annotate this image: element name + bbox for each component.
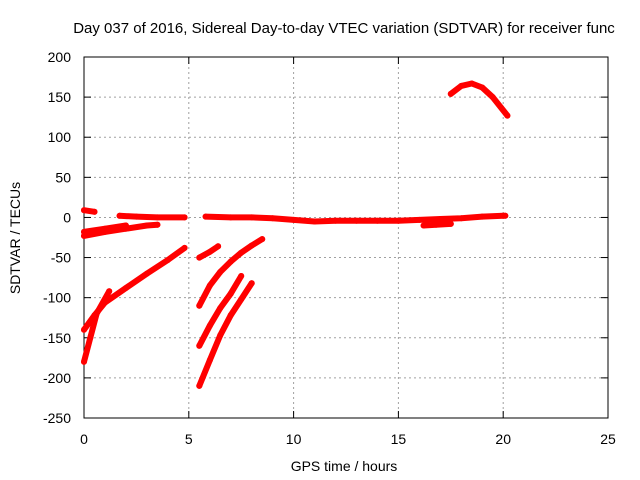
data-point: [154, 214, 161, 221]
data-point: [259, 236, 266, 243]
y-axis-label: SDTVAR / TECUs: [7, 182, 23, 294]
data-point: [81, 326, 87, 333]
data-point: [479, 213, 486, 220]
data-point: [81, 228, 87, 235]
data-point: [332, 217, 339, 224]
data-point: [196, 342, 203, 349]
data-point: [215, 243, 222, 250]
x-tick-label: 15: [391, 431, 407, 447]
data-point: [217, 269, 224, 275]
data-series: [81, 80, 511, 389]
data-point: [238, 296, 245, 303]
data-point: [504, 112, 511, 119]
data-point: [202, 213, 209, 220]
data-point: [106, 288, 113, 295]
data-point: [181, 244, 188, 251]
plot-frame: [83, 56, 609, 419]
data-point: [227, 214, 234, 221]
data-point: [181, 214, 188, 221]
y-tick-label: 50: [55, 169, 71, 185]
data-point: [227, 312, 234, 319]
data-point: [93, 310, 100, 317]
data-point: [248, 242, 255, 249]
y-tick-label: -250: [43, 410, 71, 426]
data-point: [290, 216, 297, 223]
y-tick-label: 200: [48, 49, 72, 65]
data-point: [395, 217, 402, 224]
series-arc-negative-rising-2: [81, 288, 113, 365]
data-point: [133, 213, 140, 220]
data-point: [164, 257, 171, 263]
data-point: [433, 221, 440, 228]
y-tick-label: 0: [63, 209, 71, 225]
chart-title: Day 037 of 2016, Sidereal Day-to-day VTE…: [73, 20, 615, 37]
x-tick-label: 0: [80, 431, 88, 447]
data-point: [374, 217, 381, 224]
y-tick-label: -150: [43, 330, 71, 346]
data-point: [102, 225, 108, 232]
data-point: [116, 212, 123, 219]
data-point: [420, 222, 427, 229]
data-point: [196, 302, 203, 309]
x-tick-label: 20: [495, 431, 511, 447]
data-point: [248, 280, 255, 287]
data-point: [196, 254, 203, 261]
data-point: [196, 382, 203, 389]
data-point: [447, 90, 454, 97]
data-point: [269, 215, 276, 222]
grid-lines: [84, 57, 608, 418]
data-point: [416, 216, 423, 223]
x-tick-label: 10: [286, 431, 302, 447]
data-point: [458, 215, 465, 222]
data-point: [489, 94, 496, 101]
data-point: [206, 282, 213, 289]
data-point: [143, 222, 150, 229]
data-point: [122, 285, 129, 291]
series-arc-near-zero-mid: [202, 212, 509, 225]
series-arc-positive-hump: [447, 80, 511, 119]
data-point: [458, 82, 465, 89]
data-point: [437, 216, 444, 222]
data-point: [447, 220, 454, 227]
data-point: [217, 305, 224, 312]
data-point: [238, 273, 245, 279]
data-point: [248, 214, 255, 221]
data-point: [206, 357, 213, 364]
x-tick-label: 25: [600, 431, 616, 447]
x-axis-label: GPS time / hours: [291, 458, 398, 474]
y-tick-label: 100: [48, 129, 72, 145]
data-point: [311, 218, 318, 225]
data-point: [81, 207, 87, 214]
data-point: [353, 217, 360, 224]
data-point: [122, 222, 129, 229]
series-arc-near-zero-main: [116, 212, 188, 221]
axis-ticks: 0 5 10 15 20 25 -250 -200 -150 -100 -50 0 50 100 150 20…: [43, 49, 616, 447]
data-point: [479, 84, 486, 91]
series-arc-negative-rising-6: [196, 280, 255, 389]
y-tick-label: -100: [43, 290, 71, 306]
data-point: [91, 208, 98, 215]
data-point: [227, 258, 234, 265]
data-point: [238, 249, 245, 256]
data-point: [154, 221, 161, 228]
data-point: [81, 358, 87, 365]
data-point: [217, 332, 224, 339]
data-point: [468, 80, 475, 87]
x-tick-label: 5: [185, 431, 193, 447]
y-tick-label: 150: [48, 89, 72, 105]
data-point: [87, 334, 94, 341]
data-point: [502, 212, 509, 219]
y-tick-label: -200: [43, 370, 71, 386]
data-point: [227, 290, 234, 297]
data-point: [206, 322, 213, 329]
y-tick-label: -50: [51, 250, 71, 266]
data-point: [206, 248, 213, 255]
data-point: [143, 270, 150, 277]
